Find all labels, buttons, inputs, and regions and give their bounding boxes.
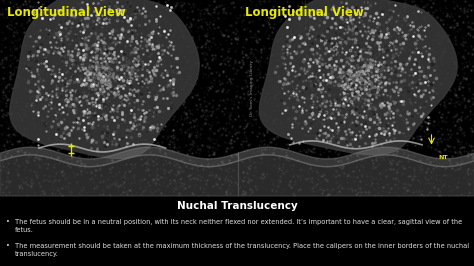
Text: Dr. Sam's Imaging Library: Dr. Sam's Imaging Library bbox=[250, 60, 254, 116]
Text: NT: NT bbox=[438, 155, 448, 160]
Text: The fetus should be in a neutral position, with its neck neither flexed nor exte: The fetus should be in a neutral positio… bbox=[15, 219, 463, 233]
Text: Nuchal Translucency: Nuchal Translucency bbox=[177, 201, 297, 211]
Text: Longitudinal View: Longitudinal View bbox=[245, 6, 364, 19]
Text: •: • bbox=[6, 243, 9, 250]
Text: The measurement should be taken at the maximum thickness of the translucency. Pl: The measurement should be taken at the m… bbox=[15, 243, 469, 257]
Text: •: • bbox=[6, 219, 9, 225]
Polygon shape bbox=[10, 0, 199, 159]
Polygon shape bbox=[259, 0, 457, 155]
Text: Longitudinal View: Longitudinal View bbox=[7, 6, 126, 19]
